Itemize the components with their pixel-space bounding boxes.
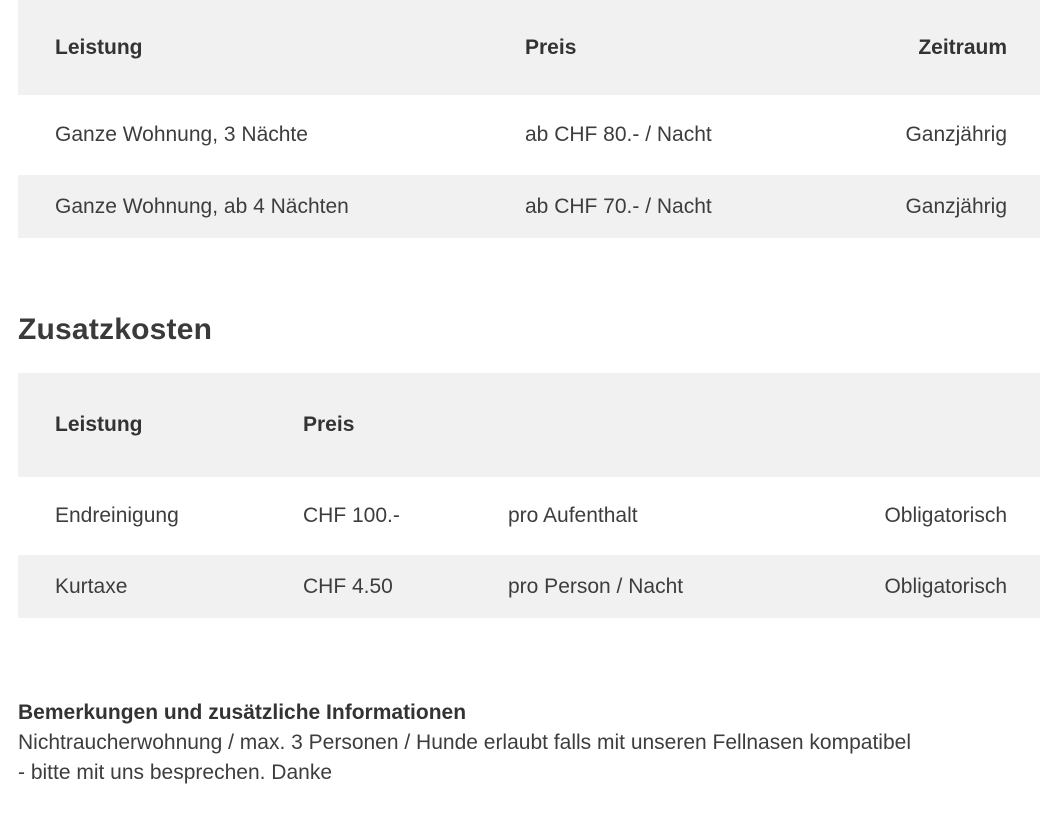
column-header-leistung: Leistung	[55, 413, 143, 437]
remarks-text-line: - bitte mit uns besprechen. Danke	[18, 761, 332, 784]
table-row: Ganze Wohnung, ab 4 Nächten ab CHF 70.- …	[18, 175, 1040, 238]
cell-leistung: Endreinigung	[55, 504, 179, 528]
remarks-section: Bemerkungen und zusätzliche Informatione…	[18, 698, 1032, 788]
cell-einheit: pro Aufenthalt	[508, 504, 638, 528]
cell-preis: ab CHF 80.- / Nacht	[525, 123, 712, 147]
column-header-preis: Preis	[303, 413, 355, 437]
cell-preis: ab CHF 70.- / Nacht	[525, 194, 712, 218]
remarks-heading: Bemerkungen und zusätzliche Informatione…	[18, 701, 467, 724]
extra-costs-header: Leistung Preis	[18, 373, 1040, 477]
price-table-header: Leistung Preis Zeitraum	[18, 0, 1040, 95]
column-header-preis: Preis	[525, 35, 577, 59]
cell-leistung: Ganze Wohnung, ab 4 Nächten	[55, 194, 349, 218]
remarks-text-line: Nichtraucherwohnung / max. 3 Personen / …	[18, 731, 911, 754]
table-row: Kurtaxe CHF 4.50 pro Person / Nacht Obli…	[18, 555, 1040, 618]
cell-pflicht: Obligatorisch	[884, 504, 1007, 528]
column-header-leistung: Leistung	[55, 35, 143, 59]
cell-leistung: Ganze Wohnung, 3 Nächte	[55, 123, 308, 147]
cell-preis: CHF 100.-	[303, 504, 400, 528]
table-row: Endreinigung CHF 100.- pro Aufenthalt Ob…	[18, 477, 1040, 555]
zusatzkosten-heading: Zusatzkosten	[18, 313, 213, 346]
cell-zeitraum: Ganzjährig	[905, 194, 1007, 218]
cell-leistung: Kurtaxe	[55, 574, 128, 598]
cell-pflicht: Obligatorisch	[884, 574, 1007, 598]
cell-preis: CHF 4.50	[303, 574, 393, 598]
cell-einheit: pro Person / Nacht	[508, 574, 684, 598]
table-row: Ganze Wohnung, 3 Nächte ab CHF 80.- / Na…	[18, 95, 1040, 175]
column-header-zeitraum: Zeitraum	[918, 35, 1007, 59]
extra-costs-table: Leistung Preis Endreinigung CHF 100.- pr…	[18, 373, 1040, 618]
cell-zeitraum: Ganzjährig	[905, 123, 1007, 147]
price-table: Leistung Preis Zeitraum Ganze Wohnung, 3…	[18, 0, 1040, 238]
